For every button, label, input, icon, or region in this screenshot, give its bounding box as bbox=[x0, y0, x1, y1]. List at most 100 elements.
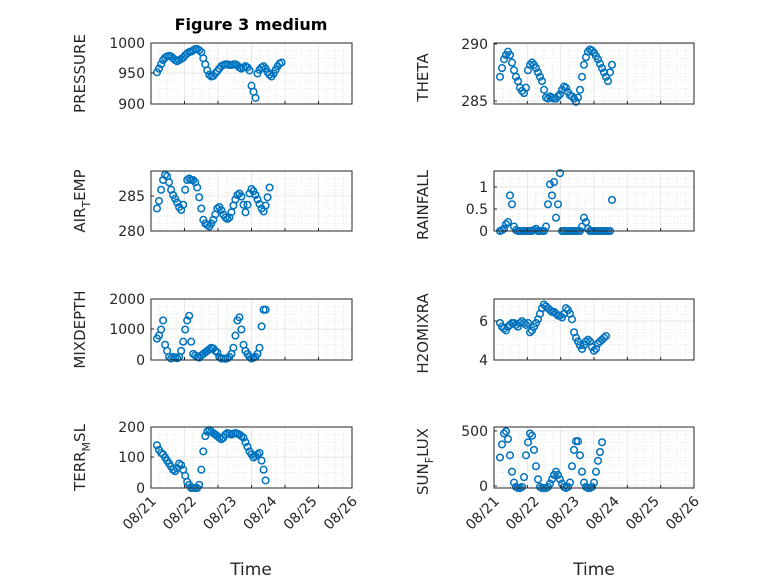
data-point bbox=[543, 200, 553, 209]
data-point bbox=[499, 55, 509, 64]
data-point bbox=[573, 93, 583, 102]
subplot-6: 4 6 H2OMIXRA bbox=[414, 293, 695, 374]
data-point bbox=[239, 200, 248, 209]
y-tick-label: 1 bbox=[479, 180, 488, 196]
data-point bbox=[255, 343, 264, 352]
data-point bbox=[253, 195, 262, 204]
data-point bbox=[195, 193, 204, 202]
x-tick-label: 08/23 bbox=[543, 494, 583, 534]
x-tick-label: 08/21 bbox=[463, 494, 503, 534]
data-point bbox=[511, 72, 521, 81]
data-point bbox=[247, 184, 256, 194]
y-axis-label-part-a: SUN bbox=[414, 463, 432, 495]
data-point bbox=[187, 337, 196, 346]
data-point bbox=[593, 55, 603, 64]
figure-title: Figure 3 medium bbox=[175, 15, 328, 34]
data-point bbox=[505, 191, 515, 200]
y-tick-label: 1000 bbox=[109, 322, 145, 338]
x-axis-label-right: Time bbox=[572, 560, 615, 580]
y-tick-label: 0.5 bbox=[466, 202, 488, 218]
data-point bbox=[259, 465, 268, 474]
data-point bbox=[553, 92, 563, 101]
x-tick-label: 08/26 bbox=[321, 493, 361, 533]
data-point bbox=[551, 94, 561, 103]
subplot-3: 280 285 AIRTEMP bbox=[71, 169, 353, 240]
data-point bbox=[237, 325, 246, 334]
y-tick-label: 280 bbox=[118, 224, 145, 240]
data-point bbox=[213, 204, 222, 213]
data-point bbox=[203, 220, 212, 230]
data-point bbox=[152, 441, 162, 450]
y-tick-label: 285 bbox=[118, 189, 145, 205]
data-point bbox=[165, 178, 174, 187]
data-point bbox=[253, 450, 262, 459]
data-point bbox=[243, 442, 252, 451]
data-point bbox=[561, 83, 571, 92]
data-point bbox=[529, 445, 539, 454]
y-axis-label-part-b: EMP bbox=[71, 169, 89, 200]
data-point bbox=[597, 438, 607, 447]
data-point bbox=[255, 448, 264, 457]
data-point bbox=[519, 473, 529, 482]
data-point bbox=[589, 346, 599, 355]
data-point bbox=[525, 60, 535, 69]
data-point bbox=[547, 475, 557, 484]
data-point bbox=[277, 58, 286, 67]
data-point bbox=[501, 427, 511, 436]
data-point bbox=[533, 475, 543, 484]
data-point bbox=[199, 447, 208, 456]
y-axis-label: AIRTEMP bbox=[71, 169, 93, 232]
subplot-4: 0 0.5 1 RAINFALL bbox=[414, 169, 695, 240]
y-tick-label: 2000 bbox=[109, 292, 145, 308]
data-point bbox=[531, 64, 541, 73]
y-axis-label: H2OMIXRA bbox=[414, 293, 432, 374]
data-point bbox=[575, 451, 585, 460]
y-tick-label: 900 bbox=[118, 97, 145, 113]
data-point bbox=[229, 343, 238, 352]
data-point bbox=[579, 213, 589, 222]
data-point bbox=[233, 190, 242, 200]
data-point bbox=[257, 322, 266, 331]
data-point bbox=[581, 337, 591, 346]
x-tick-label: 08/22 bbox=[160, 494, 200, 534]
data-point bbox=[154, 196, 164, 206]
y-axis-label: RAINFALL bbox=[414, 169, 432, 240]
data-point bbox=[231, 331, 240, 340]
y-axis-label: PRESSURE bbox=[71, 34, 89, 113]
data-point bbox=[179, 337, 188, 346]
data-point bbox=[213, 348, 222, 357]
data-point bbox=[203, 66, 212, 75]
data-point bbox=[577, 72, 587, 81]
data-point bbox=[571, 97, 581, 106]
y-axis-label-subscript: M bbox=[80, 442, 93, 452]
data-point bbox=[215, 433, 224, 442]
y-tick-label: 4 bbox=[479, 353, 488, 369]
data-point bbox=[507, 467, 517, 476]
data-point bbox=[593, 456, 603, 465]
data-point bbox=[201, 432, 210, 441]
x-tick-label: 08/23 bbox=[200, 494, 240, 534]
y-axis-label: TERRMSL bbox=[71, 423, 93, 492]
data-point bbox=[575, 85, 585, 94]
x-tick-label: 08/25 bbox=[281, 494, 321, 534]
data-point bbox=[579, 60, 589, 69]
data-point bbox=[547, 191, 557, 200]
data-point bbox=[537, 77, 547, 86]
data-point bbox=[541, 222, 551, 231]
data-point bbox=[579, 478, 589, 487]
data-point bbox=[505, 451, 515, 460]
data-point bbox=[239, 433, 248, 442]
data-point bbox=[245, 66, 254, 75]
data-point bbox=[223, 214, 232, 224]
data-point bbox=[527, 431, 537, 440]
data-point bbox=[251, 190, 260, 200]
subplot-1: 900 950 1000 PRESSURE bbox=[71, 34, 353, 113]
data-point bbox=[561, 304, 571, 313]
data-point bbox=[603, 77, 613, 86]
data-point bbox=[531, 462, 541, 471]
data-point bbox=[157, 185, 166, 194]
data-point bbox=[497, 440, 507, 449]
data-point bbox=[217, 205, 226, 215]
data-point bbox=[185, 174, 194, 183]
